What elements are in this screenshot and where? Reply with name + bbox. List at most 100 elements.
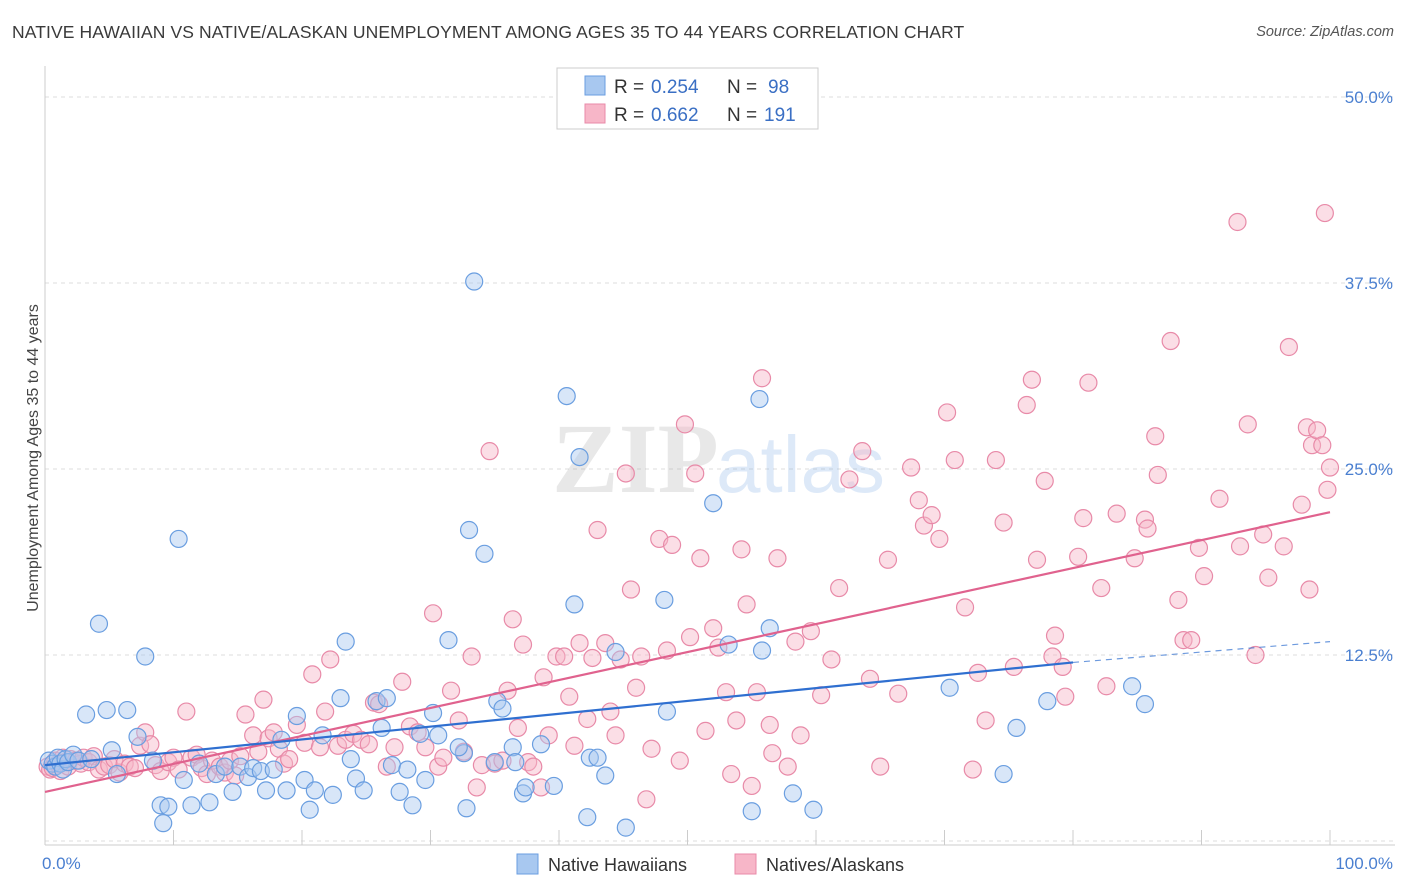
data-point-native-hawaiians	[403, 796, 422, 815]
legend-n-label-2: N =	[727, 105, 757, 126]
data-point-native-hawaiians	[136, 647, 155, 666]
data-point-native-hawaiians	[588, 748, 607, 767]
data-point-native-hawaiians	[416, 770, 435, 790]
data-point-natives-alaskans	[986, 450, 1006, 470]
axes	[44, 66, 1395, 846]
data-point-natives-alaskans	[513, 635, 533, 654]
data-point-native-hawaiians	[305, 781, 324, 800]
data-point-natives-alaskans	[583, 648, 602, 668]
y-tick-label: 50.0%	[1345, 88, 1393, 107]
data-point-natives-alaskans	[1027, 550, 1047, 569]
data-point-natives-alaskans	[1182, 631, 1201, 650]
data-point-natives-alaskans	[955, 598, 975, 617]
data-point-native-hawaiians	[154, 814, 173, 833]
data-point-natives-alaskans	[1279, 337, 1298, 357]
data-point-natives-alaskans	[1022, 370, 1041, 389]
data-point-native-hawaiians	[398, 760, 417, 779]
data-point-native-hawaiians	[606, 642, 625, 662]
data-point-native-hawaiians	[300, 800, 319, 819]
data-point-natives-alaskans	[570, 633, 589, 653]
data-point-natives-alaskans	[177, 702, 196, 721]
data-point-native-hawaiians	[215, 757, 234, 776]
data-point-native-hawaiians	[354, 781, 373, 800]
data-point-natives-alaskans	[565, 736, 584, 755]
trend-line-natives-alaskans	[44, 511, 1331, 793]
data-point-native-hawaiians	[506, 753, 525, 772]
data-point-natives-alaskans	[578, 709, 597, 729]
data-point-native-hawaiians	[596, 766, 615, 785]
data-point-natives-alaskans	[596, 633, 615, 653]
data-point-native-hawaiians	[323, 785, 342, 804]
legend-n-value-2: 191	[764, 105, 796, 126]
x-tick-labels: 0.0% 100.0%	[42, 854, 1393, 873]
data-point-natives-alaskans	[670, 751, 689, 770]
data-point-native-hawaiians	[485, 753, 504, 772]
source-label: Source: ZipAtlas.com	[1256, 24, 1394, 40]
data-point-natives-alaskans	[467, 778, 486, 797]
data-point-natives-alaskans	[1169, 590, 1188, 610]
data-point-native-hawaiians	[616, 818, 635, 837]
data-point-natives-alaskans	[976, 711, 995, 730]
data-point-natives-alaskans	[878, 550, 898, 569]
y-tick-label: 25.0%	[1345, 460, 1393, 479]
legend-top: R = 0.254 N = 98 R = 0.662 N = 191	[556, 67, 819, 130]
data-point-natives-alaskans	[860, 669, 880, 688]
data-point-natives-alaskans	[691, 549, 710, 568]
data-point-natives-alaskans	[215, 763, 234, 782]
data-point-natives-alaskans	[637, 790, 656, 809]
data-point-natives-alaskans	[303, 665, 322, 684]
data-point-natives-alaskans	[1035, 471, 1054, 491]
data-point-natives-alaskans	[704, 619, 723, 638]
data-point-native-hawaiians	[336, 632, 355, 651]
data-point-natives-alaskans	[747, 683, 766, 702]
data-point-natives-alaskans	[963, 760, 982, 779]
data-point-natives-alaskans	[1292, 495, 1311, 514]
data-point-natives-alaskans	[616, 464, 635, 483]
data-point-natives-alaskans	[840, 470, 859, 489]
data-point-natives-alaskans	[441, 681, 461, 700]
data-point-natives-alaskans	[778, 757, 797, 776]
data-point-native-hawaiians	[804, 800, 823, 819]
data-point-natives-alaskans	[822, 650, 841, 669]
data-point-natives-alaskans	[1174, 631, 1193, 650]
legend-r-label-1: R =	[614, 77, 644, 98]
data-point-natives-alaskans	[922, 506, 941, 525]
data-point-natives-alaskans	[462, 647, 481, 666]
legend-r-value-2: 0.662	[651, 105, 699, 126]
data-point-native-hawaiians	[77, 705, 96, 724]
data-point-natives-alaskans	[1230, 537, 1250, 556]
data-point-natives-alaskans	[449, 711, 468, 730]
data-point-native-hawaiians	[783, 784, 802, 803]
data-point-natives-alaskans	[1053, 657, 1072, 677]
data-point-natives-alaskans	[1017, 395, 1036, 415]
data-point-natives-alaskans	[722, 764, 741, 784]
data-point-native-hawaiians	[493, 699, 512, 718]
data-point-natives-alaskans	[1148, 465, 1167, 485]
data-point-native-hawaiians	[429, 726, 448, 745]
data-point-natives-alaskans	[830, 578, 849, 598]
data-point-native-hawaiians	[516, 778, 535, 797]
data-point-native-hawaiians	[264, 760, 283, 779]
data-point-native-hawaiians	[89, 614, 109, 633]
data-point-natives-alaskans	[606, 726, 625, 745]
data-point-natives-alaskans	[280, 750, 299, 769]
data-point-natives-alaskans	[321, 650, 340, 669]
data-point-natives-alaskans	[727, 711, 746, 730]
watermark: ZIP atlas	[552, 403, 885, 514]
legend-r-value-1: 0.254	[651, 77, 699, 98]
trend-line-native-hawaiians	[44, 661, 1074, 767]
legend-bottom: Native Hawaiians Natives/Alaskans	[516, 853, 904, 875]
data-point-natives-alaskans	[1320, 458, 1340, 477]
data-point-native-hawaiians	[742, 802, 761, 821]
legend-n-label-1: N =	[727, 77, 757, 98]
data-point-natives-alaskans	[429, 757, 448, 776]
data-point-native-hawaiians	[277, 781, 296, 800]
data-point-natives-alaskans	[642, 739, 661, 758]
data-point-native-hawaiians	[256, 781, 276, 800]
data-point-natives-alaskans	[737, 595, 756, 614]
y-tick-label: 12.5%	[1345, 646, 1393, 665]
data-point-native-hawaiians	[503, 738, 522, 757]
data-point-natives-alaskans	[480, 442, 499, 461]
data-point-native-hawaiians	[151, 796, 170, 815]
